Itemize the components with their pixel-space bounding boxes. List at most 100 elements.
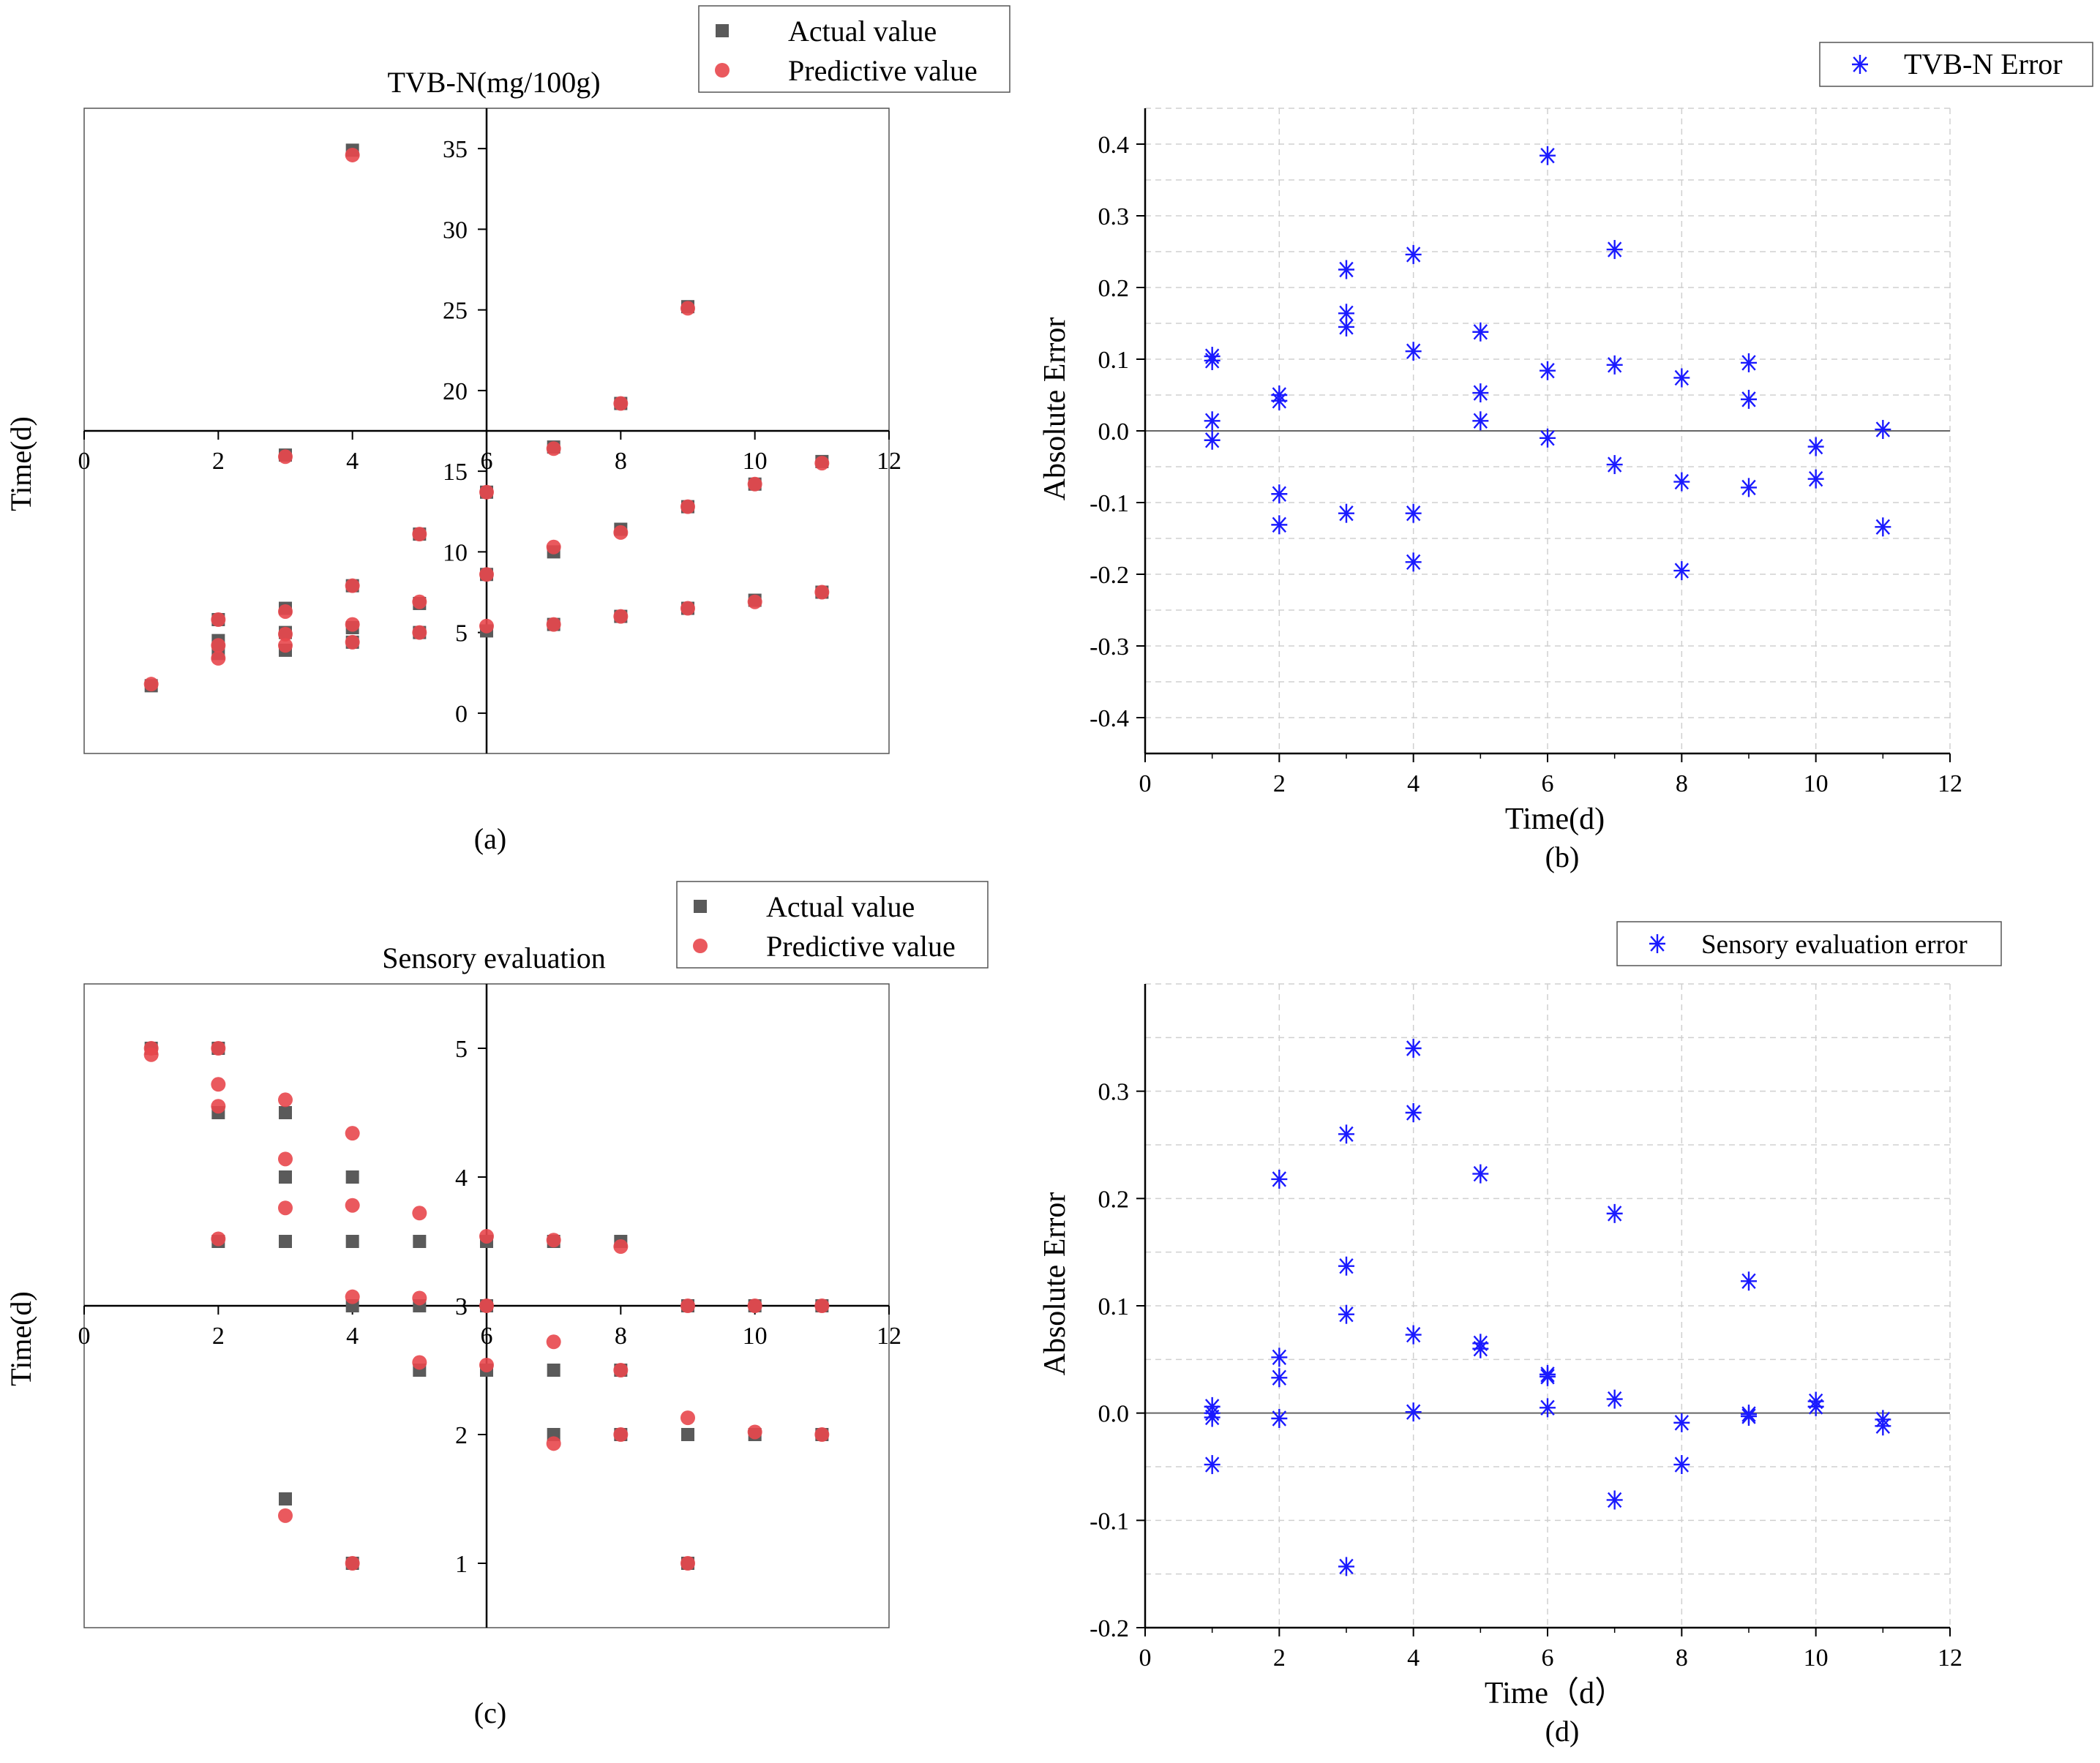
error-point [1741,353,1757,372]
y-tick-label: -0.4 [1090,705,1129,732]
panel-label: (d) [1545,1715,1580,1748]
error-point [1271,391,1288,410]
chart-a: 0 2 4 6 8 10 12 0 5 10 15 20 25 30 35 TVB-N(mg/100g) Tim… [4,5,1010,855]
legend-box [1616,921,2002,966]
predictive-point [680,601,695,616]
error-point [1405,1103,1422,1122]
error-point [1472,322,1489,342]
predictive-point [479,1298,494,1313]
predictive-point [680,1410,695,1426]
predictive-point [278,1200,293,1216]
error-point [1405,1325,1422,1345]
actual-point [279,1106,292,1119]
x-tick-label: 6 [481,448,493,475]
x-tick-label: 4 [1407,770,1420,797]
predictive-point [412,527,427,542]
actual-point [279,1235,292,1248]
data-points [143,1041,830,1571]
predictive-point [613,1363,629,1377]
predictive-point [479,484,494,500]
x-axis-label: Time（d） [1485,1677,1625,1710]
y-tick-label: 0.1 [1098,347,1130,374]
y-axis-label: Absolute Error [1038,317,1072,501]
legend: Sensory evaluation error [1616,921,2002,966]
error-point [1338,260,1354,279]
error-point [1741,1271,1757,1291]
error-point [1271,1169,1288,1189]
x-tick-label: 4 [1407,1644,1420,1672]
actual-point [279,1170,292,1184]
error-point [1405,342,1422,361]
predictive-point [345,634,360,650]
x-tick-label: 8 [615,448,627,475]
y-tick-label: 0 [455,701,468,728]
predictive-point [412,1206,427,1221]
error-point [1673,1413,1690,1432]
predictive-point [680,499,695,514]
error-point [1673,1455,1690,1475]
predictive-point [747,594,762,609]
error-point [1673,368,1690,388]
error-point [1204,1455,1220,1475]
x-tick-label: 12 [1938,770,1962,797]
y-tick-label: 0.2 [1098,275,1130,302]
predictive-point [211,1077,226,1092]
actual-point [279,1492,292,1505]
y-tick-label: 4 [455,1165,468,1192]
predictive-point [412,1355,427,1370]
x-tick-label: 10 [1804,1644,1829,1672]
error-point [1540,146,1556,165]
error-point [1807,437,1824,456]
predictive-point [345,617,360,632]
x-tick-label: 2 [1273,1644,1286,1672]
predictive-point [278,1092,293,1108]
predictive-point [613,396,629,411]
predictive-point [613,1239,629,1255]
error-point [1271,1368,1288,1388]
predictive-point [211,612,226,627]
predictive-point [278,604,293,619]
predictive-point [211,1041,226,1056]
y-tick-label: -0.2 [1090,1615,1129,1642]
x-tick-label: 8 [615,1323,627,1350]
predictive-point [278,638,293,653]
legend-marker-actual [694,900,707,913]
legend-marker-error [1852,55,1868,74]
y-tick-label: -0.1 [1090,490,1129,517]
predictive-point [546,441,561,456]
panel-label: (b) [1545,841,1580,873]
y-axis-label: Time(d) [4,1291,37,1386]
chart-title: TVB-N(mg/100g) [387,66,600,99]
panel-label: (c) [474,1696,506,1729]
y-tick-label: -0.3 [1090,634,1129,661]
y-tick-label: 1 [455,1551,468,1578]
predictive-point [143,677,159,692]
error-point [1540,428,1556,448]
error-point [1405,244,1422,264]
y-tick-label: 15 [443,459,468,486]
error-point [1204,411,1220,431]
error-point [1472,411,1489,431]
chart-d: 0 2 4 6 8 10 12 -0.2 -0.1 0.0 0.1 0.2 0.3 Time（d） Abso… [1038,921,2002,1748]
predictive-point [211,650,226,666]
error-point [1606,1490,1623,1510]
predictive-point [143,1047,159,1062]
legend: Actual value Predictive value [698,5,1010,93]
y-tick-label: 0.0 [1098,1401,1130,1428]
x-tick-label: 0 [78,448,91,475]
predictive-point [412,1290,427,1306]
x-tick-label: 2 [212,1323,225,1350]
legend-label-predictive: Predictive value [788,54,978,87]
y-tick-label: 0.4 [1098,132,1130,159]
x-tick-label: 8 [1676,770,1688,797]
error-point [1338,1557,1354,1576]
error-point [1875,517,1891,537]
x-tick-label: 10 [743,448,768,475]
x-tick-label: 10 [743,1323,768,1350]
predictive-point [814,1427,830,1442]
actual-point [345,1235,359,1248]
actual-point [345,1170,359,1184]
legend-label-predictive: Predictive value [766,930,956,963]
y-axis-label: Time(d) [4,416,37,511]
error-point [1338,1256,1354,1276]
